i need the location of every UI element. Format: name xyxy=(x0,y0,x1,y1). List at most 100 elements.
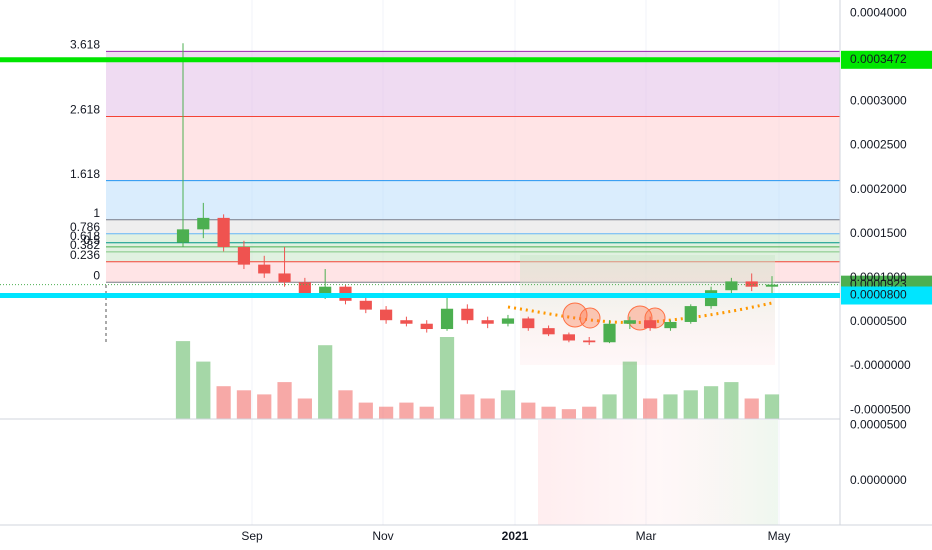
candle-body xyxy=(481,320,494,324)
candle-body xyxy=(562,334,575,341)
volume-bar xyxy=(622,361,637,419)
volume-bar xyxy=(643,398,658,419)
volume-bar xyxy=(561,409,577,419)
bubble xyxy=(562,302,588,328)
candle-body xyxy=(704,290,718,307)
fib-label: 0 xyxy=(93,268,100,282)
y-tick-label: 0.0001500 xyxy=(850,226,907,240)
fib-band xyxy=(106,233,840,243)
fib-label: 1 xyxy=(93,206,100,220)
volume-bar xyxy=(521,402,536,419)
candle-body xyxy=(380,309,393,321)
indicator-curve xyxy=(507,301,773,324)
fib-band xyxy=(106,116,840,181)
volume xyxy=(175,337,780,419)
volume-bar xyxy=(460,394,475,419)
bubble xyxy=(579,307,601,329)
volume-bar xyxy=(196,361,211,419)
candle-body xyxy=(664,321,677,329)
fib-label: 2.618 xyxy=(70,103,100,117)
x-tick-label: May xyxy=(768,529,791,543)
x-tick-label: Nov xyxy=(372,529,393,543)
fib-label: 0.236 xyxy=(70,248,100,262)
y2-tick-label: 0.0000500 xyxy=(850,418,907,432)
fib-label: 0.382 xyxy=(70,238,100,252)
x-tick-label: Sep xyxy=(241,529,263,543)
volume-bar xyxy=(582,406,597,419)
fib-band xyxy=(106,246,840,252)
candle-body xyxy=(237,246,251,265)
candle-body xyxy=(217,217,230,247)
volume-bar xyxy=(744,398,759,419)
volume-bar xyxy=(358,402,373,419)
price-label-box xyxy=(841,50,932,69)
shade-area xyxy=(520,255,775,365)
y-tick-label: 0.0000500 xyxy=(850,314,907,328)
y2-tick-label: 0.0000000 xyxy=(850,473,907,487)
volume-bar xyxy=(419,406,434,419)
lower-shade xyxy=(538,420,778,525)
volume-bar xyxy=(236,390,252,419)
volume-bar xyxy=(277,382,292,419)
volume-bar xyxy=(257,394,272,419)
candle-body xyxy=(176,229,190,243)
volume-bar xyxy=(175,341,191,419)
fib-band xyxy=(106,180,840,220)
candle-body xyxy=(522,318,535,329)
fib-label: 1.618 xyxy=(70,167,100,181)
y-tick-label: -0.0000500 xyxy=(850,402,911,416)
price-label: 0.0000800 xyxy=(850,288,907,302)
candle-body xyxy=(644,320,657,329)
price-label-box xyxy=(841,286,932,305)
fib-label: 3.618 xyxy=(70,38,100,52)
y-tick-label: -0.0000000 xyxy=(850,358,911,372)
candle-body xyxy=(258,264,271,274)
candle-body xyxy=(542,328,555,335)
candle-body xyxy=(725,281,738,291)
y-tick-label: 0.0003000 xyxy=(850,94,907,108)
candle-body xyxy=(440,308,454,330)
candle-body xyxy=(623,320,636,324)
y-tick-label: 0.0002000 xyxy=(850,182,907,196)
fib-band xyxy=(106,219,840,234)
volume-bar xyxy=(602,394,617,419)
candle-body xyxy=(765,284,779,287)
fib-label: 0.618 xyxy=(70,229,100,243)
candle-body xyxy=(298,282,311,294)
volume-bar xyxy=(541,406,556,419)
volume-bar xyxy=(297,398,312,419)
y-tick-label: 0.0004000 xyxy=(850,5,907,19)
fib-label: 0.5 xyxy=(83,233,100,247)
candle-body xyxy=(197,217,210,230)
volume-bar xyxy=(338,390,353,419)
volume-bar xyxy=(683,390,698,419)
fib-band xyxy=(106,242,840,247)
candle-body xyxy=(684,306,697,322)
candle-body xyxy=(745,281,758,287)
x-tick-label: Mar xyxy=(636,529,657,543)
volume-bar xyxy=(439,337,455,419)
volume-bar xyxy=(378,406,394,419)
axes: 0.0004000 0.0003000 0.0002500 0.0002000 0.00… xyxy=(241,5,911,543)
candle-body xyxy=(501,318,515,324)
candle-body xyxy=(583,340,596,343)
volume-bar xyxy=(318,345,333,419)
volume-bar xyxy=(724,382,739,419)
fib-label: 0.786 xyxy=(70,220,100,234)
volume-bar xyxy=(216,386,231,419)
candle-body xyxy=(420,323,433,330)
volume-bar xyxy=(480,398,495,419)
volume-bar xyxy=(703,386,719,419)
candle-body xyxy=(278,273,291,283)
fib-band xyxy=(106,251,840,262)
candles xyxy=(176,43,779,345)
volume-bar xyxy=(764,394,780,419)
volume-bar xyxy=(399,402,414,419)
volume-bar xyxy=(500,390,516,419)
y-tick-label: 0.0002500 xyxy=(850,138,907,152)
x-tick-label: 2021 xyxy=(502,529,529,543)
candle-body xyxy=(359,300,372,310)
volume-bar xyxy=(663,394,678,419)
